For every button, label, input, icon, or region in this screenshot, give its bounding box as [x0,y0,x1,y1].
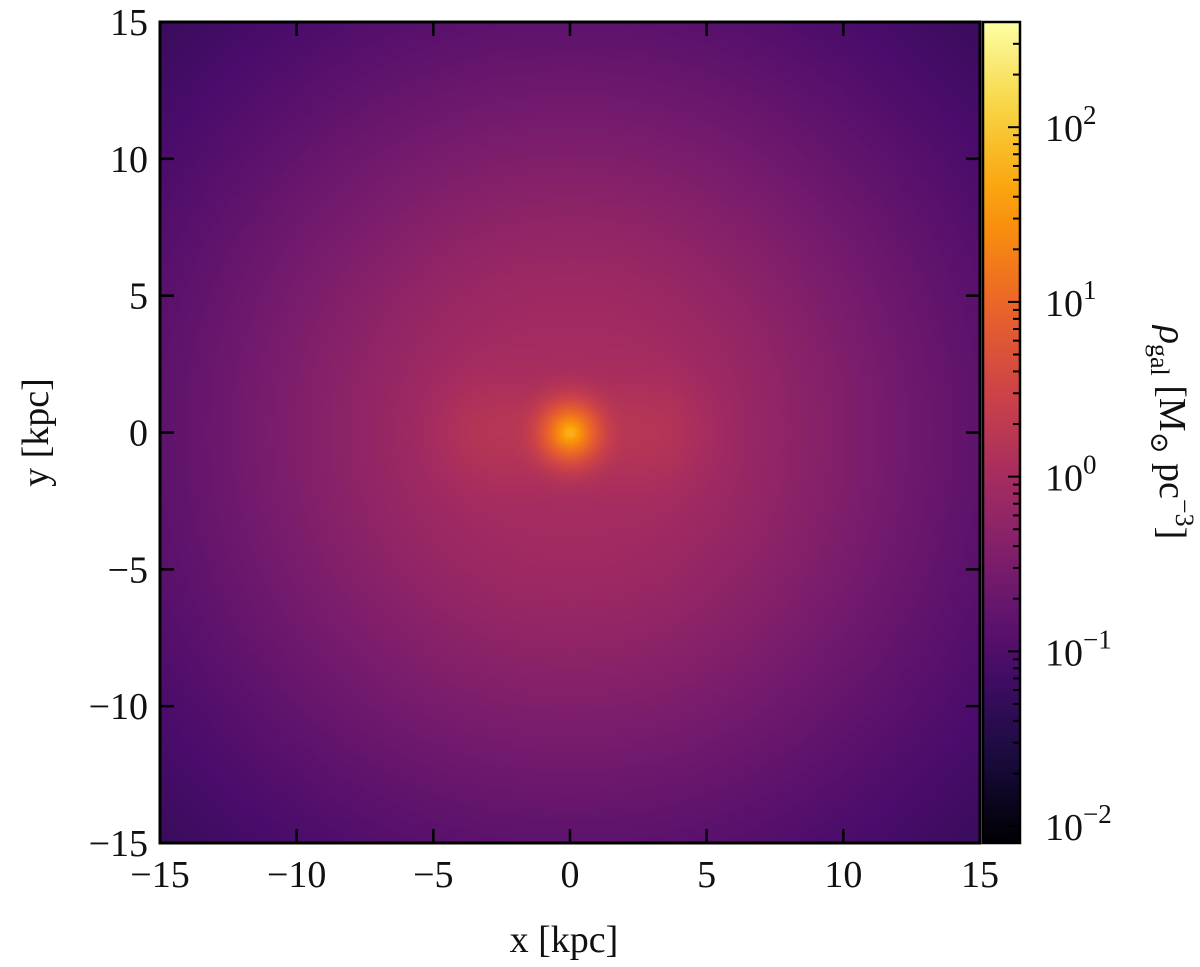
x-tick-label: 5 [697,854,716,896]
y-tick-label: 5 [129,276,148,318]
y-tick-label: 10 [110,139,148,181]
y-tick-label: 0 [129,413,148,455]
y-tick-label: −5 [108,549,148,591]
colorbar-tick-label: 101 [1045,275,1097,325]
heatmap-image [160,22,980,843]
colorbar-label: ρgal [M⊙ pc−3] [1145,325,1199,539]
density-heatmap [160,22,980,843]
colorbar-tick-label: 10−1 [1045,624,1112,674]
colorbar [981,20,1022,845]
x-axis-label: x [kpc] [510,919,619,961]
x-tick-label: −10 [267,854,326,896]
x-tick-label: 0 [561,854,580,896]
colorbar-tick-label: 10−2 [1045,799,1112,849]
x-tick-label: 15 [961,854,999,896]
y-axis-label: y [kpc] [15,378,57,487]
x-tick-label: −5 [413,854,453,896]
x-tick-label: −15 [130,854,189,896]
y-tick-label: 15 [110,2,148,44]
y-tick-label: −10 [89,686,148,728]
y-tick-label: −15 [89,823,148,865]
colorbar-tick-label: 100 [1045,450,1097,500]
x-tick-label: 10 [824,854,862,896]
colorbar-tick-label: 102 [1045,100,1097,150]
